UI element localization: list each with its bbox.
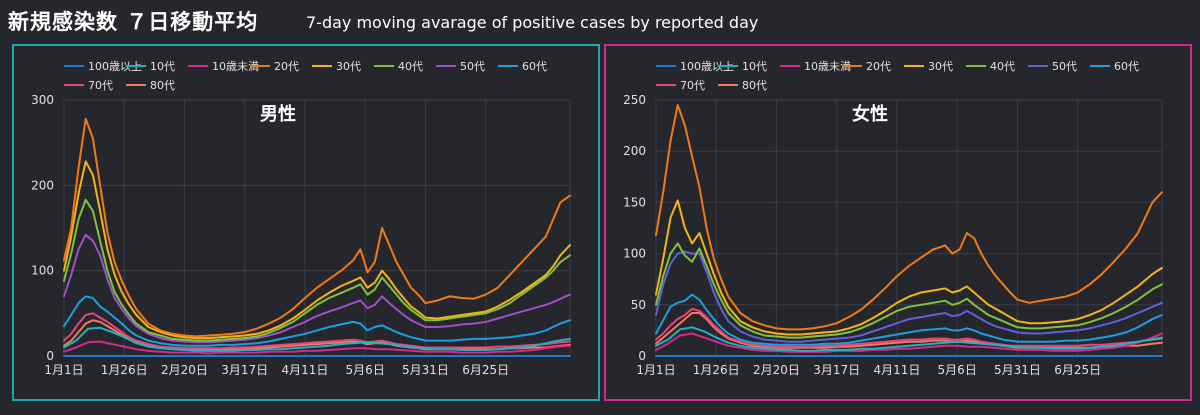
legend-label-female-8: 70代 [680,79,705,92]
series-line-male-2[interactable] [63,340,571,355]
legend-label-male-6: 50代 [460,60,485,73]
legend-label-male-2: 10歳未満 [212,60,259,73]
chart-panel-male: 100歳以上 10代 10歳未満 20代 30代 40代 50代 60代 70代 80代 0 100 2… [12,44,600,401]
y-tick-label-male-3: 300 [31,93,54,107]
legend-label-female-3: 20代 [866,60,891,73]
y-tick-label-female-1: 50 [631,298,646,312]
legend-label-female-5: 40代 [990,60,1015,73]
x-tick-label-female-5: 5月6日 [938,363,977,377]
y-tick-label-female-2: 100 [623,247,646,261]
series-line-female-4[interactable] [655,199,1163,336]
series-line-male-5[interactable] [63,198,571,342]
legend-label-female-6: 50代 [1052,60,1077,73]
header: 新規感染数 ７日移動平均 7-day moving avarage of pos… [8,4,1192,38]
x-tick-label-male-0: 1月1日 [44,363,83,377]
grid-female [655,99,1163,357]
series-line-male-3[interactable] [63,117,571,338]
legend-item-male-1[interactable]: 10代 [126,60,175,73]
chart-title-female: 女性 [852,103,888,125]
page-title: 新規感染数 ７日移動平均 [8,10,259,34]
legend-label-female-2: 10歳未満 [804,60,851,73]
legend-label-male-1: 10代 [150,60,175,73]
y-tick-label-male-0: 0 [46,349,54,363]
chart-title-male: 男性 [260,103,296,125]
series-line-male-7[interactable] [63,295,571,347]
legend-item-female-9[interactable]: 80代 [718,79,767,92]
legend-female: 100歳以上 10代 10歳未満 20代 30代 40代 50代 60代 70代 80代 [656,60,1139,92]
x-tick-label-male-2: 2月20日 [161,363,208,377]
line-chart-female: 100歳以上 10代 10歳未満 20代 30代 40代 50代 60代 70代 80代 0 50 10… [623,60,1163,377]
legend-item-male-6[interactable]: 50代 [436,60,485,73]
chart-panel-female: 100歳以上 10代 10歳未満 20代 30代 40代 50代 60代 70代 80代 0 50 10… [604,44,1192,401]
legend-item-female-2[interactable]: 10歳未満 [780,60,851,73]
series-line-female-3[interactable] [655,104,1163,331]
legend-item-male-0[interactable]: 100歳以上 [64,60,142,73]
legend-item-male-5[interactable]: 40代 [374,60,423,73]
x-tick-label-female-6: 5月31日 [994,363,1041,377]
y-tick-label-female-4: 200 [623,144,646,158]
legend-label-female-0: 100歳以上 [680,60,734,73]
legend-item-female-0[interactable]: 100歳以上 [656,60,734,73]
legend-label-male-4: 30代 [336,60,361,73]
series-line-male-6[interactable] [63,233,571,344]
legend-item-male-7[interactable]: 60代 [498,60,547,73]
x-tick-label-female-3: 3月17日 [813,363,860,377]
legend-label-male-0: 100歳以上 [88,60,142,73]
series-line-female-1[interactable] [655,326,1163,352]
legend-label-female-7: 60代 [1114,60,1139,73]
legend-item-female-4[interactable]: 30代 [904,60,953,73]
y-tick-label-male-1: 100 [31,264,54,278]
series-line-female-5[interactable] [655,242,1163,339]
x-tick-label-male-3: 3月17日 [221,363,268,377]
series-line-female-2[interactable] [655,332,1163,353]
series-line-female-6[interactable] [655,250,1163,343]
x-tick-label-female-7: 6月25日 [1054,363,1101,377]
legend-label-male-9: 80代 [150,79,175,92]
legend-item-male-3[interactable]: 20代 [250,60,299,73]
legend-male: 100歳以上 10代 10歳未満 20代 30代 40代 50代 60代 70代 80代 [64,60,547,92]
series-lines-female [655,104,1163,357]
series-line-male-4[interactable] [63,160,571,340]
x-tick-label-female-1: 1月26日 [693,363,740,377]
legend-item-male-4[interactable]: 30代 [312,60,361,73]
legend-item-female-6[interactable]: 50代 [1028,60,1077,73]
y-tick-label-male-2: 200 [31,178,54,192]
legend-label-male-3: 20代 [274,60,299,73]
y-tick-label-female-0: 0 [638,349,646,363]
legend-item-female-7[interactable]: 60代 [1090,60,1139,73]
legend-label-female-4: 30代 [928,60,953,73]
x-tick-label-male-4: 4月11日 [281,363,328,377]
legend-label-male-7: 60代 [522,60,547,73]
y-tick-label-female-3: 150 [623,195,646,209]
legend-item-female-5[interactable]: 40代 [966,60,1015,73]
legend-label-female-1: 10代 [742,60,767,73]
legend-item-male-9[interactable]: 80代 [126,79,175,92]
legend-label-female-9: 80代 [742,79,767,92]
x-tick-label-female-0: 1月1日 [636,363,675,377]
legend-item-male-8[interactable]: 70代 [64,79,113,92]
legend-item-male-2[interactable]: 10歳未満 [188,60,259,73]
legend-item-female-3[interactable]: 20代 [842,60,891,73]
series-line-female-8[interactable] [655,307,1163,348]
x-tick-label-female-4: 4月11日 [873,363,920,377]
x-tick-label-male-6: 5月31日 [402,363,449,377]
legend-label-male-5: 40代 [398,60,423,73]
series-line-male-8[interactable] [63,312,571,350]
x-tick-label-male-7: 6月25日 [462,363,509,377]
legend-item-female-8[interactable]: 70代 [656,79,705,92]
x-tick-label-male-1: 1月26日 [101,363,148,377]
series-line-female-7[interactable] [655,293,1163,346]
y-tick-label-female-5: 250 [623,93,646,107]
legend-label-male-8: 70代 [88,79,113,92]
legend-item-female-1[interactable]: 10代 [718,60,767,73]
page-subtitle: 7-day moving avarage of positive cases b… [306,13,759,32]
series-lines-male [63,117,571,357]
x-tick-label-female-2: 2月20日 [753,363,800,377]
series-line-male-1[interactable] [63,326,571,352]
line-chart-male: 100歳以上 10代 10歳未満 20代 30代 40代 50代 60代 70代 80代 0 100 2… [31,60,571,377]
x-tick-label-male-5: 5月6日 [346,363,385,377]
